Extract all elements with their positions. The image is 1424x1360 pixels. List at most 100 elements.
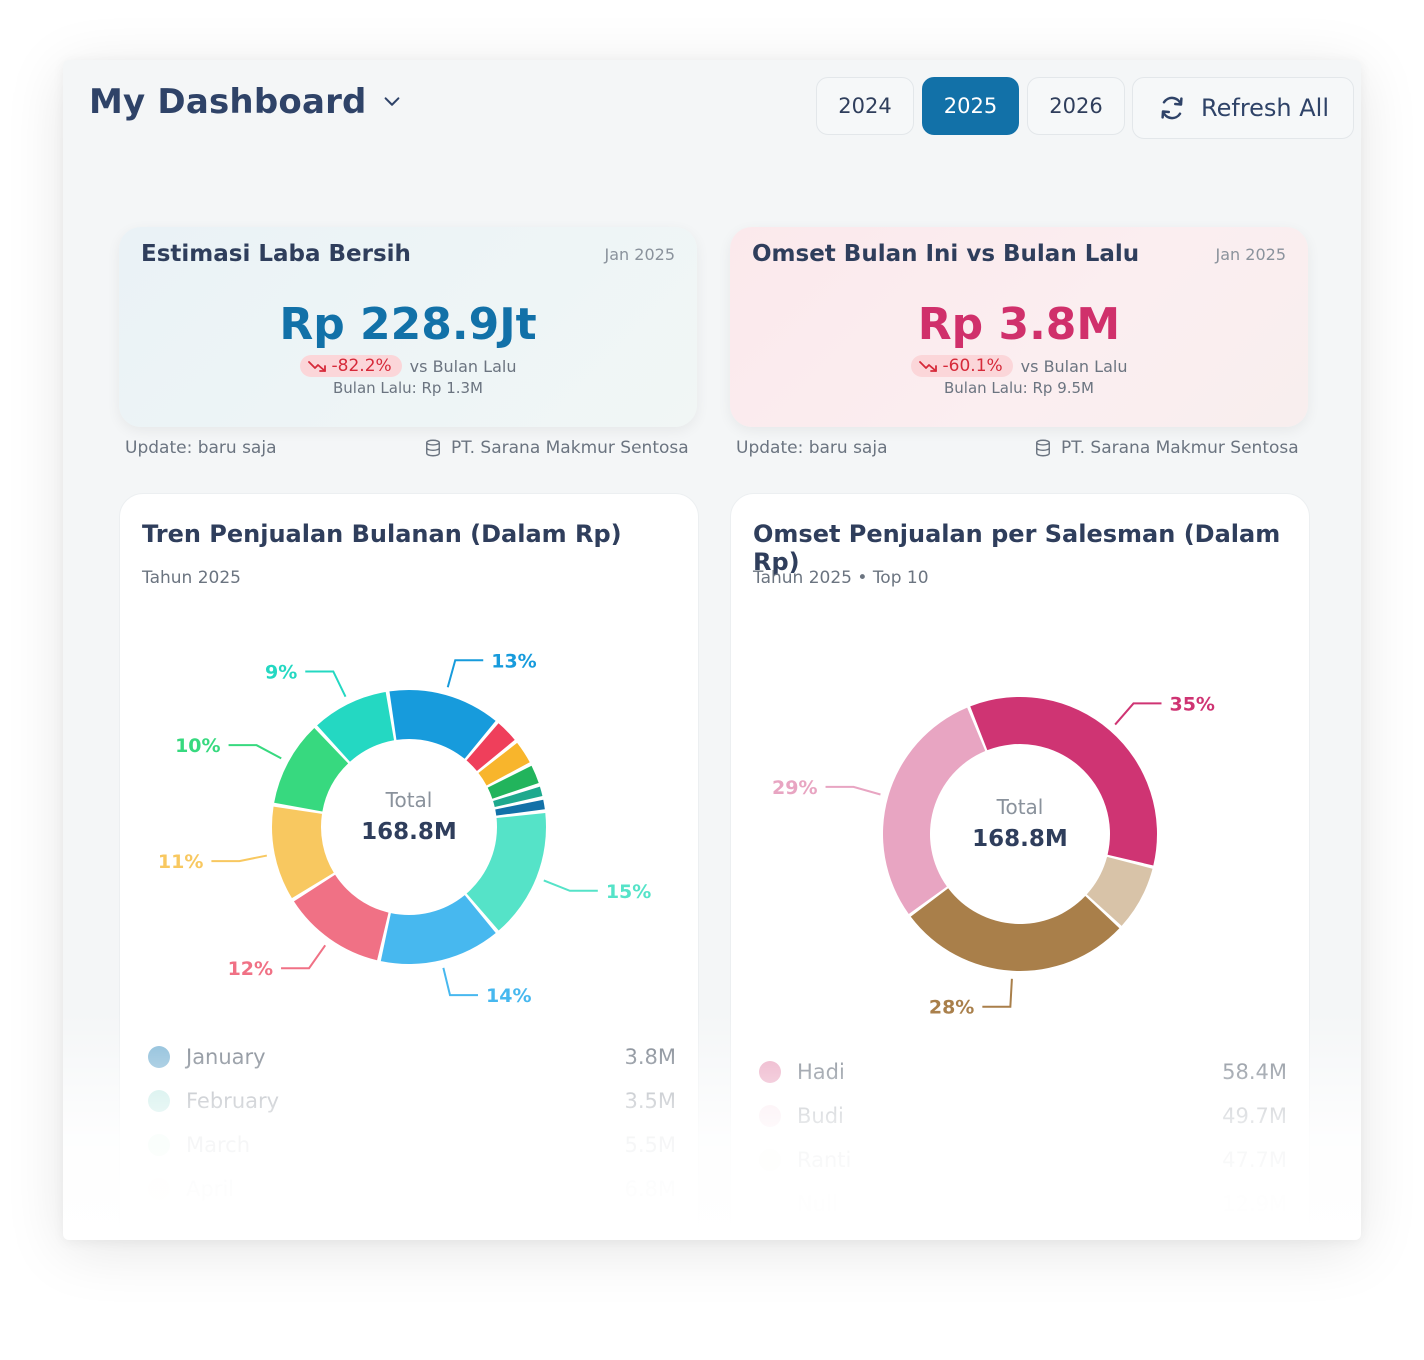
- legend-dot: [759, 1105, 781, 1127]
- salesman-label-0: 35%: [1169, 693, 1214, 715]
- legend-dot: [759, 1149, 781, 1171]
- legend-value: 3.8M: [624, 1045, 676, 1069]
- page-title: My Dashboard: [89, 82, 367, 122]
- monthly-slice-6[interactable]: [466, 813, 546, 931]
- year-button-2025[interactable]: 2025: [922, 77, 1019, 135]
- legend-item[interactable]: March 5.5M: [148, 1123, 676, 1167]
- monthly-label-11: 9%: [265, 661, 297, 683]
- database-icon: [426, 439, 440, 457]
- monthly-legend: January 3.8M February 3.5M March 5.5M April 6.8…: [148, 1035, 676, 1211]
- monthly-slice-7[interactable]: [380, 895, 496, 964]
- monthly-label-line-8: [281, 944, 327, 970]
- company-source: PT. Sarana Makmur Sentosa: [423, 438, 689, 458]
- legend-dot: [148, 1178, 170, 1200]
- salesman-label-line-3: [825, 785, 881, 796]
- monthly-label-line-0: [446, 659, 484, 688]
- trend-down-icon: [918, 361, 937, 372]
- year-button-2024[interactable]: 2024: [816, 77, 914, 135]
- monthly-slice-5[interactable]: [495, 799, 545, 816]
- kpi-value: Rp 3.8M: [917, 299, 1121, 350]
- legend-item[interactable]: January 3.8M: [148, 1035, 676, 1079]
- legend-label: Ranti: [797, 1148, 852, 1172]
- legend-value: 5.5M: [624, 1133, 676, 1157]
- monthly-slice-11[interactable]: [317, 691, 395, 762]
- salesman-sales-card: Omset Penjualan per Salesman (Dalam Rp) …: [730, 493, 1310, 1240]
- monthly-slice-4[interactable]: [493, 786, 543, 808]
- legend-label: Budi: [797, 1104, 844, 1128]
- salesman-label-line-2: [982, 978, 1013, 1008]
- legend-label: Null: [797, 1192, 838, 1216]
- legend-dot: [759, 1193, 781, 1215]
- change-badge: -60.1%: [910, 355, 1013, 377]
- card-title: Omset Penjualan per Salesman (Dalam Rp): [753, 520, 1281, 576]
- monthly-center-value: 168.8M: [361, 819, 457, 845]
- monthly-donut-chart: 13% 15% 14% 12% 11% 10% 9% Total 168.8M: [158, 650, 651, 1007]
- company-name: PT. Sarana Makmur Sentosa: [451, 438, 689, 458]
- monthly-label-line-6: [543, 879, 598, 892]
- monthly-label-8: 12%: [228, 958, 273, 980]
- kpi-card-laba-bersih: Estimasi Laba Bersih Jan 2025 Rp 228.9Jt…: [119, 227, 697, 427]
- legend-label: February: [186, 1089, 280, 1113]
- refresh-all-button[interactable]: Refresh All: [1132, 77, 1354, 139]
- monthly-slice-10[interactable]: [274, 727, 349, 812]
- salesman-donut-chart: 35% 28% 29% Total 168.8M: [772, 693, 1215, 1019]
- kpi-title: Omset Bulan Ini vs Bulan Lalu: [752, 241, 1140, 267]
- monthly-slice-3[interactable]: [487, 765, 539, 799]
- salesman-slice-2[interactable]: [910, 888, 1120, 971]
- legend-value: 49.7M: [1222, 1104, 1287, 1128]
- update-status: Update: baru saja: [125, 438, 277, 458]
- salesman-slice-0[interactable]: [970, 697, 1157, 866]
- trend-down-icon: [307, 361, 326, 372]
- salesman-slice-3[interactable]: [883, 707, 986, 914]
- salesman-label-line-0: [1114, 702, 1162, 726]
- monthly-slice-2[interactable]: [478, 742, 530, 786]
- monthly-center-label: Total: [385, 788, 433, 812]
- dashboard-frame: My Dashboard 2024 2025 2026 Refresh All …: [63, 60, 1361, 1240]
- kpi-value: Rp 228.9Jt: [279, 299, 537, 350]
- monthly-slice-8[interactable]: [293, 874, 389, 961]
- vs-label: vs Bulan Lalu: [409, 356, 517, 376]
- change-badge: -82.2%: [299, 355, 402, 377]
- legend-value: 58.4M: [1222, 1060, 1287, 1084]
- kpi-previous: Bulan Lalu: Rp 1.3M: [333, 379, 483, 397]
- salesman-label-2: 28%: [929, 997, 974, 1019]
- legend-item[interactable]: Budi 49.7M: [759, 1094, 1287, 1138]
- monthly-label-line-10: [228, 744, 282, 760]
- legend-item[interactable]: Ranti 47.7M: [759, 1138, 1287, 1182]
- monthly-label-0: 13%: [491, 650, 536, 672]
- kpi-change-row: -82.2% vs Bulan Lalu: [119, 355, 697, 377]
- salesman-legend: Hadi 58.4M Budi 49.7M Ranti 47.7M Null 12.9M: [759, 1050, 1287, 1226]
- monthly-slice-9[interactable]: [272, 806, 334, 899]
- chevron-down-icon: [384, 97, 400, 106]
- kpi-change-row: -60.1% vs Bulan Lalu: [730, 355, 1308, 377]
- card-subtitle: Tahun 2025: [142, 568, 241, 588]
- legend-label: March: [186, 1133, 251, 1157]
- legend-item[interactable]: Null 12.9M: [759, 1182, 1287, 1226]
- monthly-label-7: 14%: [486, 985, 531, 1007]
- legend-dot: [148, 1134, 170, 1156]
- kpi-title: Estimasi Laba Bersih: [141, 241, 411, 267]
- year-button-2026[interactable]: 2026: [1027, 77, 1125, 135]
- refresh-all-label: Refresh All: [1201, 94, 1330, 122]
- card-subtitle: Tahun 2025 • Top 10: [753, 568, 929, 588]
- legend-item[interactable]: February 3.5M: [148, 1079, 676, 1123]
- refresh-icon: [1161, 96, 1183, 120]
- monthly-slice-0[interactable]: [389, 690, 496, 759]
- update-status: Update: baru saja: [736, 438, 888, 458]
- company-source: PT. Sarana Makmur Sentosa: [1033, 438, 1299, 458]
- change-value: -82.2%: [331, 356, 392, 376]
- change-value: -60.1%: [942, 356, 1003, 376]
- salesman-center-label: Total: [996, 795, 1044, 819]
- legend-item[interactable]: April 6.8M: [148, 1167, 676, 1211]
- salesman-center-value: 168.8M: [972, 826, 1068, 852]
- kpi-card-omset: Omset Bulan Ini vs Bulan Lalu Jan 2025 R…: [730, 227, 1308, 427]
- legend-dot: [148, 1046, 170, 1068]
- legend-item[interactable]: Hadi 58.4M: [759, 1050, 1287, 1094]
- monthly-slice-1[interactable]: [466, 723, 515, 772]
- salesman-slice-1[interactable]: [1086, 856, 1153, 926]
- monthly-label-9: 11%: [158, 851, 203, 873]
- card-title: Tren Penjualan Bulanan (Dalam Rp): [142, 520, 622, 548]
- company-name: PT. Sarana Makmur Sentosa: [1061, 438, 1299, 458]
- dashboard-selector[interactable]: My Dashboard: [89, 82, 403, 122]
- monthly-label-6: 15%: [606, 881, 651, 903]
